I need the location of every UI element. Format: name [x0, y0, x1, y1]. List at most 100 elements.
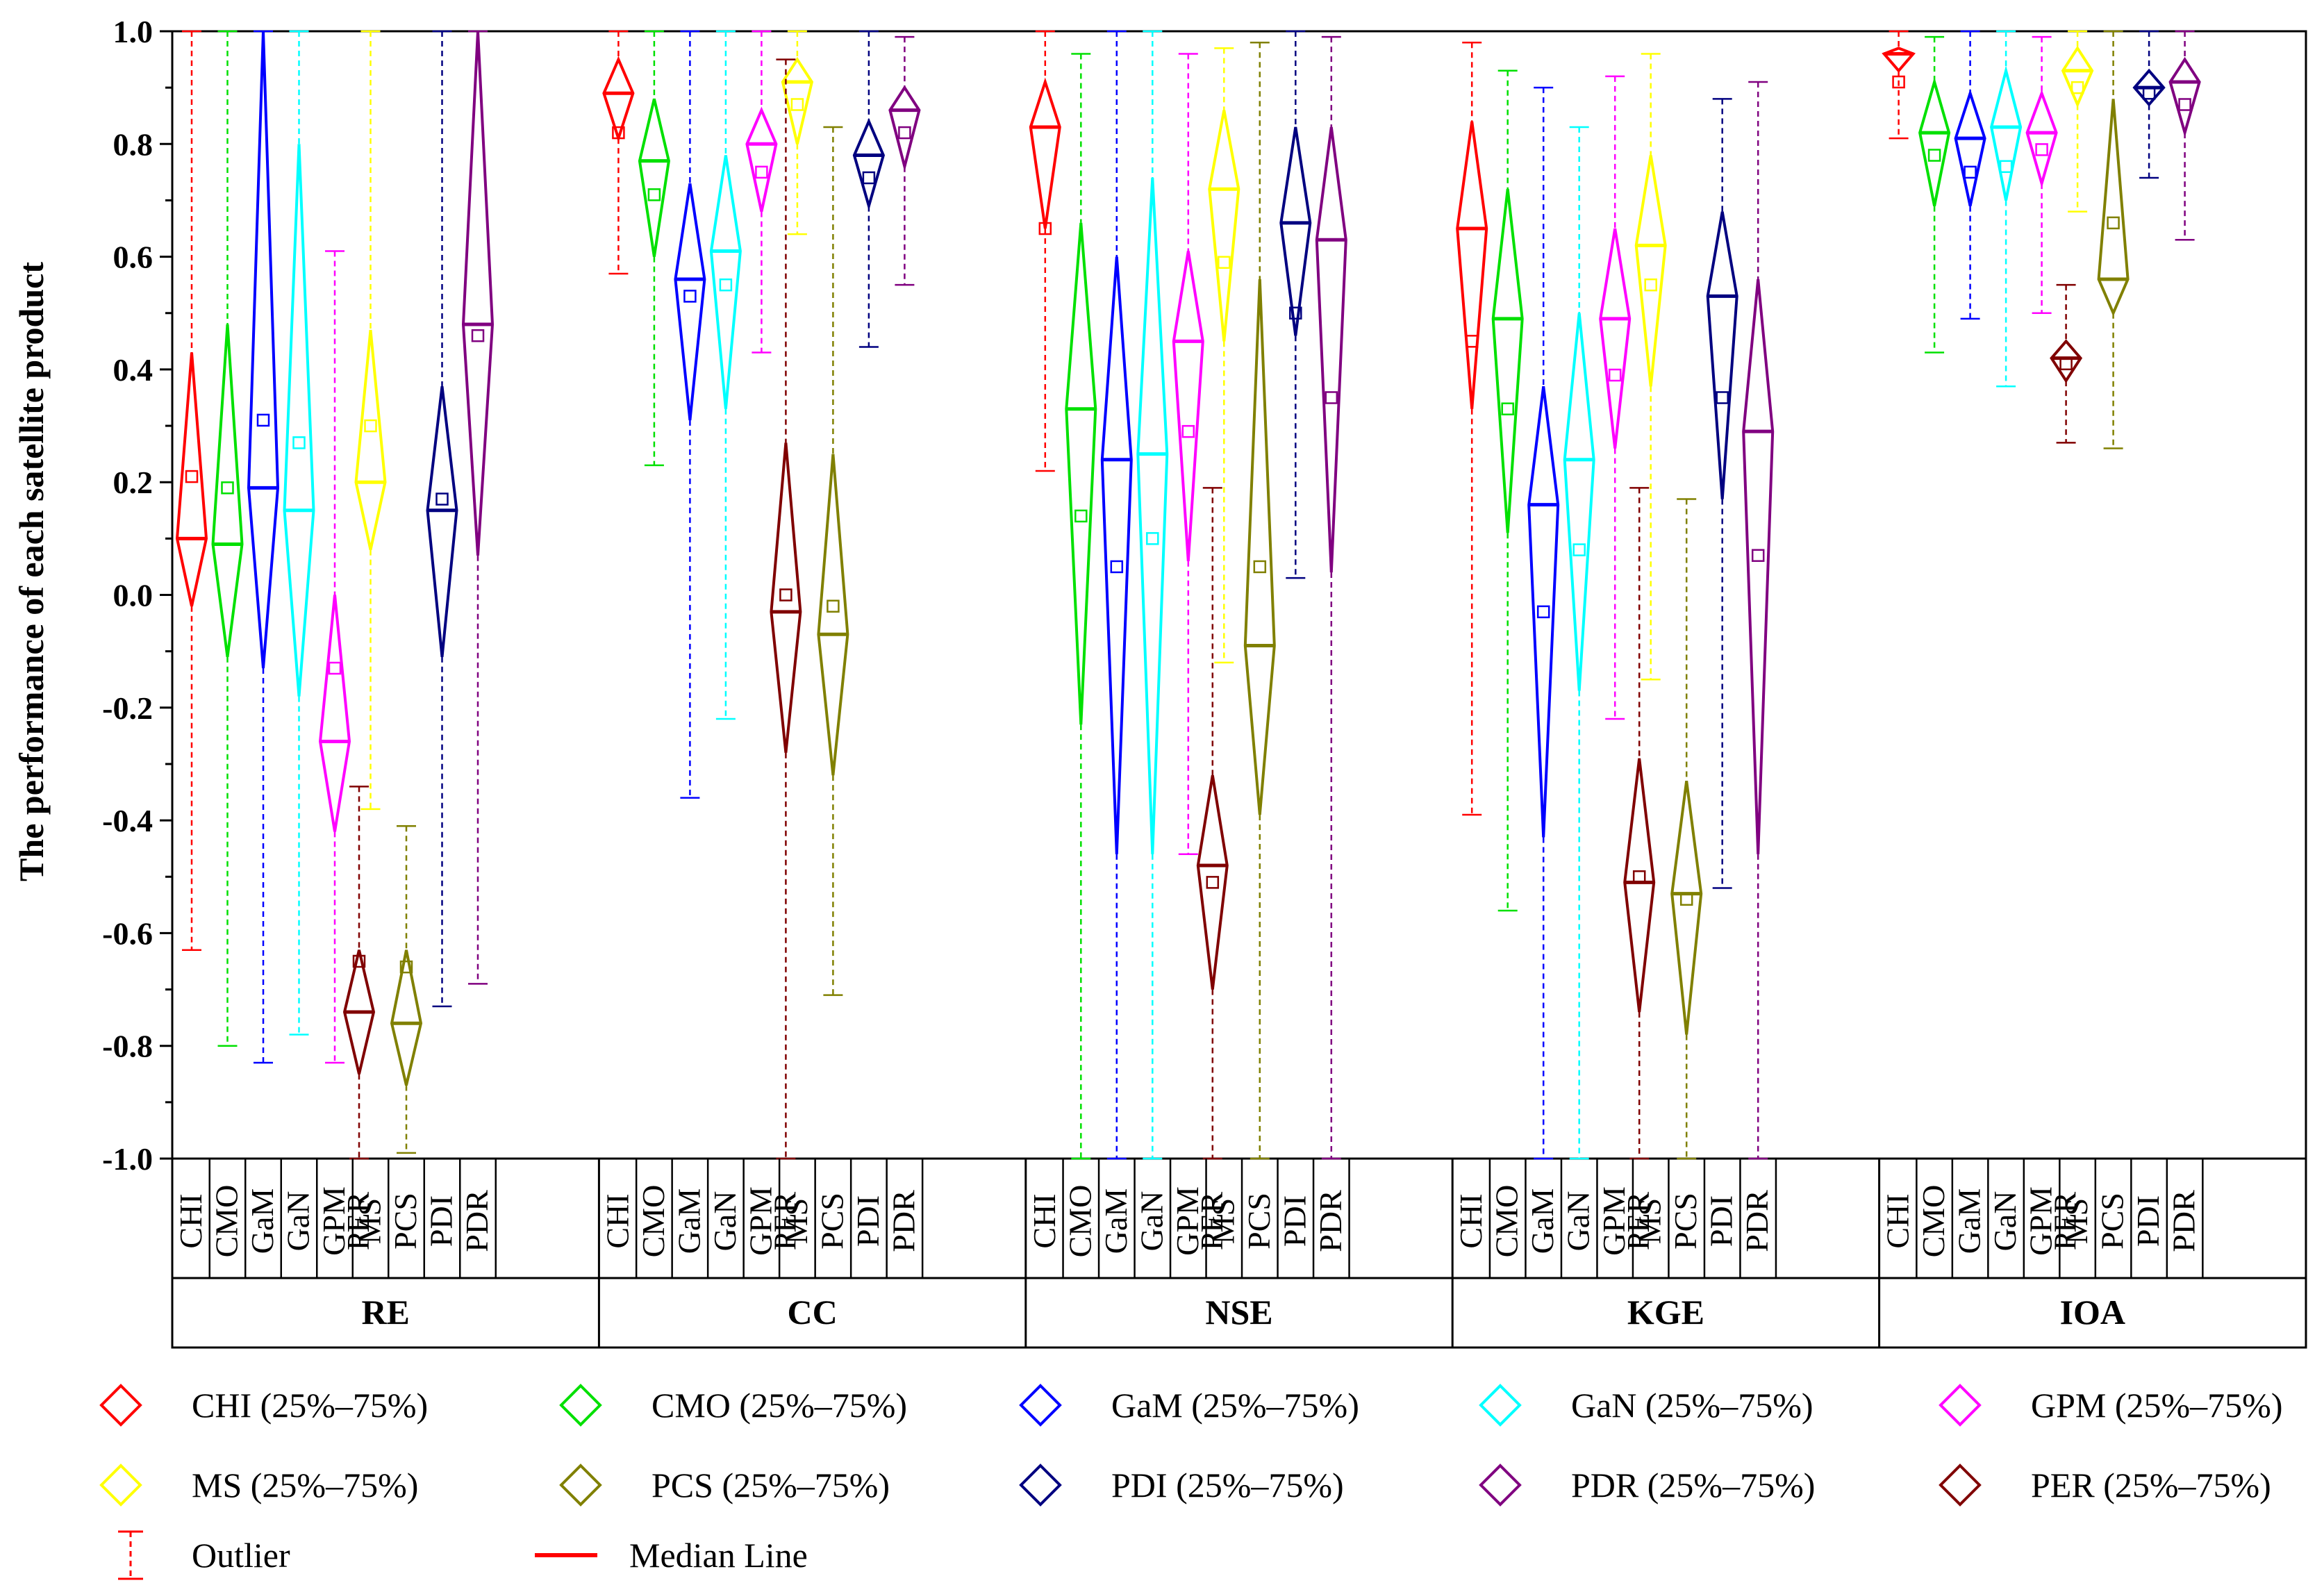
iqr-diamond: [2025, 89, 2058, 189]
mean-marker: [1644, 278, 1657, 292]
iqr-diamond: [1563, 313, 1595, 691]
box-kge-chi: [1456, 41, 1488, 816]
category-label: CMO: [1489, 1185, 1525, 1258]
box-cc-cmo: [638, 30, 670, 467]
group-re: [175, 30, 495, 1160]
legend-outlier-label: Outlier: [192, 1536, 290, 1575]
iqr-diamond: [1456, 121, 1488, 409]
legend-item-median: Median Line: [535, 1536, 808, 1575]
box-ioa-pcs: [2097, 30, 2130, 449]
mean-marker: [2107, 216, 2120, 230]
iqr-diamond: [770, 442, 802, 753]
category-label: GaM: [1098, 1188, 1134, 1254]
iqr-diamond: [1196, 774, 1229, 990]
box-re-cmo: [211, 30, 244, 1047]
category-label: GPM: [1596, 1186, 1632, 1256]
legend-item-pcs: PCS (25%–75%): [559, 1464, 890, 1507]
box-re-chi: [175, 30, 208, 951]
mean-marker: [719, 278, 733, 292]
mean-marker: [1206, 876, 1220, 889]
mean-marker: [755, 165, 768, 179]
legend-label: PDR (25%–75%): [1571, 1466, 1815, 1504]
mean-marker: [790, 98, 804, 111]
category-label: PER: [1620, 1192, 1656, 1251]
mean-marker: [1751, 549, 1765, 562]
box-cc-pdr: [888, 35, 921, 286]
category-label: PDR: [459, 1190, 495, 1252]
y-tick-label: 0.0: [113, 578, 153, 613]
category-label: GaM: [671, 1188, 706, 1254]
box-re-gam: [247, 30, 280, 1064]
iqr-diamond: [709, 155, 742, 409]
iqr-diamond: [1208, 110, 1240, 342]
category-label: PDR: [1739, 1190, 1775, 1252]
box-kge-pdi: [1706, 98, 1738, 889]
legend-item-gan: GaN (25%–75%): [1479, 1384, 1813, 1427]
category-label: CMO: [1916, 1185, 1951, 1258]
box-nse-gam: [1100, 30, 1133, 1160]
mean-marker: [2035, 143, 2048, 156]
mean-marker: [1465, 335, 1479, 348]
category-label: GaM: [1525, 1188, 1560, 1254]
category-label: CHI: [173, 1193, 208, 1248]
legend-label: CMO (25%–75%): [651, 1386, 907, 1425]
box-ioa-gam: [1954, 30, 1986, 320]
iqr-diamond: [1065, 222, 1097, 725]
category-label: PDI: [1277, 1195, 1312, 1247]
category-label: PER: [340, 1192, 376, 1251]
mean-marker: [1289, 306, 1302, 320]
box-re-ms: [354, 30, 387, 811]
mean-marker: [2142, 87, 2156, 100]
legend-label: CHI (25%–75%): [192, 1386, 428, 1425]
legend-diamond-swatch: [1939, 1464, 1982, 1507]
mean-marker: [221, 481, 234, 495]
iqr-diamond: [1243, 279, 1276, 815]
mean-marker: [256, 413, 270, 427]
iqr-diamond: [426, 386, 458, 657]
y-tick-label: -1.0: [102, 1141, 153, 1177]
category-label: CHI: [1453, 1193, 1488, 1248]
mean-marker: [328, 661, 342, 675]
category-label: MS: [2059, 1198, 2094, 1244]
legend-diamond-swatch: [1019, 1384, 1062, 1427]
mean-marker: [1110, 560, 1124, 574]
box-kge-gpm: [1599, 75, 1632, 720]
mean-marker: [185, 470, 199, 483]
box-ioa-gan: [1990, 30, 2023, 388]
legend: CHI (25%–75%) CMO (25%–75%) GaM (25%–75%) G…: [99, 1384, 2282, 1580]
box-ioa-cmo: [1918, 35, 1951, 354]
mean-marker: [1038, 222, 1052, 235]
y-tick-label: 0.2: [113, 465, 153, 500]
iqr-diamond: [318, 595, 351, 832]
iqr-diamond: [1623, 758, 1656, 1013]
mean-marker: [1679, 893, 1693, 906]
iqr-diamond: [1491, 188, 1524, 533]
iqr-diamond: [2168, 56, 2201, 138]
mean-marker: [827, 599, 840, 613]
category-label: GaN: [1561, 1191, 1596, 1252]
y-tick-label: -0.8: [102, 1029, 153, 1064]
category-label: PCS: [1241, 1193, 1277, 1250]
box-re-gpm: [318, 250, 351, 1064]
legend-item-chi: CHI (25%–75%): [99, 1384, 428, 1427]
iqr-diamond: [2097, 99, 2130, 317]
legend-diamond-swatch: [99, 1384, 142, 1427]
legend-label: GaM (25%–75%): [1111, 1386, 1359, 1425]
legend-item-outlier: Outlier: [118, 1530, 290, 1580]
y-tick-label: -0.2: [102, 690, 153, 726]
legend-item-gpm: GPM (25%–75%): [1939, 1384, 2282, 1427]
legend-label: PCS (25%–75%): [651, 1466, 890, 1504]
box-nse-gan: [1136, 30, 1169, 1160]
box-ioa-ms: [2061, 30, 2094, 213]
mean-marker: [1181, 424, 1195, 438]
box-ioa-pdr: [2168, 30, 2201, 241]
box-cc-gan: [709, 30, 742, 720]
box-re-pcs: [390, 824, 423, 1154]
legend-diamond-swatch: [1479, 1384, 1522, 1427]
mean-marker: [1716, 391, 1729, 404]
mean-marker: [2059, 357, 2073, 371]
category-label: PDR: [886, 1190, 921, 1252]
box-kge-pcs: [1670, 498, 1703, 1160]
box-nse-cmo: [1065, 53, 1097, 1160]
category-label: GPM: [316, 1186, 351, 1256]
